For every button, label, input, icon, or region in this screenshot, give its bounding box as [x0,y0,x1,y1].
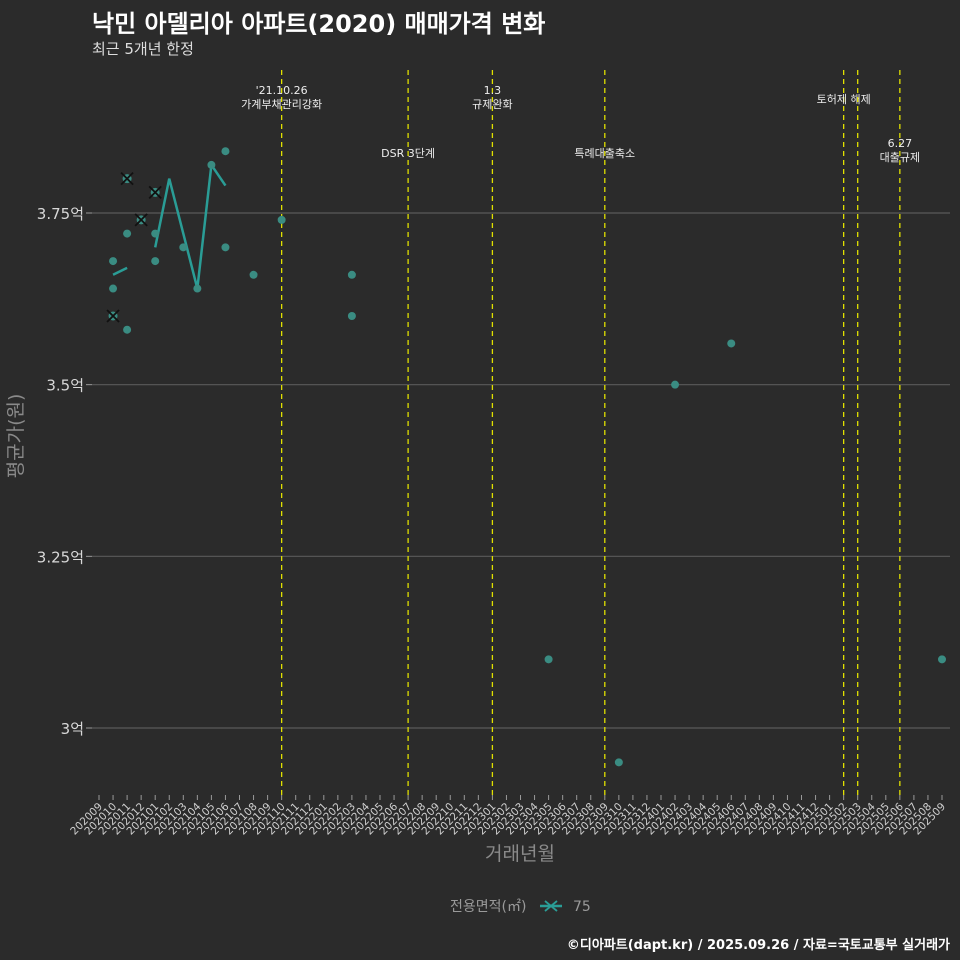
event-label: 6.27 대출규제 [880,137,920,164]
series-75 [106,147,946,767]
source-caption: ©디아파트(dapt.kr) / 2025.09.26 / 자료=국토교통부 실… [566,938,950,953]
y-tick-label: 3.75억 [37,205,84,223]
event-label: '21.10.26 가계부채관리강화 [241,84,322,111]
data-point [109,284,118,293]
x-axis: 2020092020102020112020122021012021022021… [68,795,948,837]
data-point [727,339,736,348]
series-line [153,161,227,289]
legend: 전용면적(㎡) 75 [450,899,591,915]
chart-title: 낙민 아델리아 아파트(2020) 매매가격 변화 [92,10,546,38]
data-point [249,270,258,279]
y-tick-label: 3억 [61,720,84,738]
data-point [151,257,160,266]
data-point [614,758,623,767]
event-label: 토허제 해제 [817,92,871,106]
grid-lines [92,212,950,729]
y-tick-label: 3.25억 [37,548,84,566]
data-point [123,325,132,334]
data-point [193,284,202,293]
event-label: DSR 3단계 [381,147,435,160]
data-point [277,215,286,224]
data-point [938,655,946,664]
data-point [221,147,230,156]
cross-marker [148,185,162,200]
data-point [671,380,680,389]
series-line [112,266,128,276]
y-axis-label: 평균가(원) [5,394,27,479]
cross-marker [120,172,134,186]
cross-marker [106,309,120,323]
legend-title: 전용면적(㎡) [450,899,526,915]
data-point [207,160,216,169]
data-point [151,229,160,238]
data-point [179,243,188,252]
data-point [544,655,553,664]
data-point [123,229,132,238]
x-axis-label: 거래년월 [485,843,555,865]
data-point [347,312,356,320]
y-tick-label: 3.5억 [46,377,84,395]
legend-key-cross-icon [544,900,558,912]
cross-marker [134,213,148,227]
chart-subtitle: 최근 5개년 한정 [92,40,194,58]
event-label: 1.3 규제완화 [472,84,512,111]
y-axis: 3억 3.25억 3.5억 3.75억 [37,205,92,738]
data-point [221,243,230,252]
event-label: 특례대출축소 [574,147,635,160]
data-point [347,270,356,279]
legend-entry-75: 75 [573,899,591,915]
data-point [109,257,118,266]
